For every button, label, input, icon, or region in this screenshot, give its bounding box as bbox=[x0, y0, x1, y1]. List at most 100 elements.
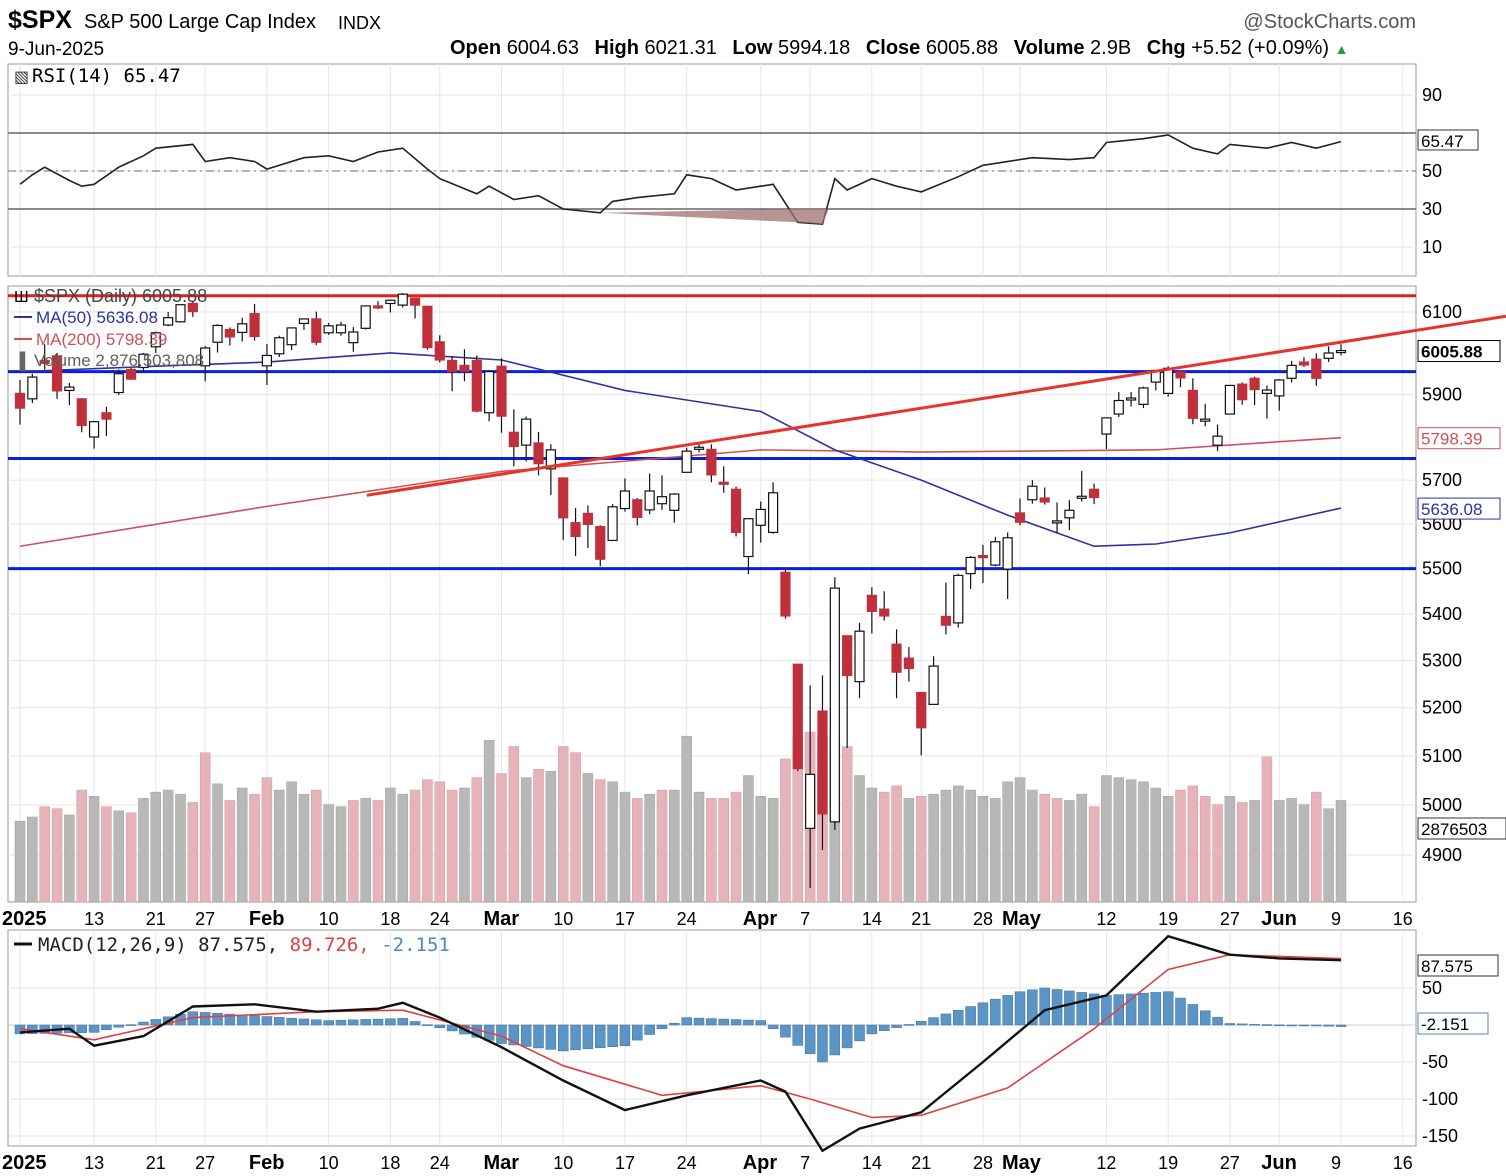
candle bbox=[1274, 379, 1285, 411]
volume-bar bbox=[718, 798, 729, 903]
quote-date: 9-Jun-2025 bbox=[8, 39, 105, 60]
price-x-tick-label: 27 bbox=[1220, 909, 1240, 929]
macd-x-tick-label: 14 bbox=[862, 1153, 882, 1173]
macd-histogram-bar bbox=[1224, 1023, 1236, 1026]
macd-histogram-bar bbox=[125, 1024, 137, 1026]
candle bbox=[175, 304, 186, 323]
candle-body bbox=[582, 512, 594, 526]
macd-histogram-bar bbox=[669, 1022, 680, 1026]
rsi-current-label: 65.47 bbox=[1421, 132, 1464, 151]
candle-body bbox=[866, 594, 877, 612]
candle bbox=[14, 379, 26, 425]
macd-x-tick-label: 28 bbox=[973, 1153, 993, 1173]
volume-bar bbox=[1088, 806, 1100, 903]
candle bbox=[286, 327, 297, 351]
brand-logo[interactable]: @StockCharts.com bbox=[1243, 11, 1416, 33]
candle bbox=[1200, 403, 1211, 427]
macd-histogram-bar bbox=[496, 1024, 507, 1044]
candle bbox=[570, 508, 581, 557]
macd-histogram-bar bbox=[335, 1019, 347, 1026]
volume-bar bbox=[1002, 781, 1013, 903]
macd-histogram-bar bbox=[755, 1020, 766, 1026]
macd-x-tick-label: May bbox=[1002, 1152, 1042, 1174]
macd-histogram-bar bbox=[1212, 1016, 1223, 1026]
macd-x-tick-label: 18 bbox=[380, 1153, 400, 1173]
trendline bbox=[366, 314, 1506, 497]
candle-body bbox=[335, 324, 347, 334]
volume-bar bbox=[582, 773, 594, 903]
volume-bar bbox=[1335, 800, 1347, 903]
candle bbox=[829, 577, 840, 830]
candle bbox=[1286, 360, 1297, 383]
candle bbox=[335, 321, 347, 336]
candle-body bbox=[101, 412, 112, 420]
volume-bar bbox=[915, 796, 927, 903]
candle-body bbox=[706, 448, 717, 476]
candle-body bbox=[1002, 537, 1013, 570]
candle-body bbox=[51, 355, 63, 392]
macd-x-tick-label: 9 bbox=[1331, 1153, 1341, 1173]
volume-bar bbox=[459, 787, 470, 903]
macd-histogram-bar bbox=[1298, 1024, 1310, 1027]
volume-bar bbox=[1249, 800, 1260, 903]
macd-histogram-bar bbox=[212, 1013, 223, 1026]
candle bbox=[1175, 371, 1186, 388]
candle bbox=[224, 327, 235, 346]
macd-histogram-bar bbox=[743, 1019, 754, 1026]
macd-histogram-bar bbox=[915, 1021, 927, 1026]
candle-body bbox=[817, 710, 828, 815]
volume-bar bbox=[249, 793, 260, 903]
candle-body bbox=[397, 293, 408, 306]
volume-legend: Volume 2,876,503,808 bbox=[34, 351, 204, 370]
candle bbox=[27, 373, 38, 404]
volume-bar bbox=[261, 777, 273, 903]
candle bbox=[953, 573, 964, 628]
candle-body bbox=[767, 492, 779, 534]
candle-body bbox=[1076, 495, 1087, 499]
candle bbox=[866, 587, 877, 634]
macd-histogram-bar bbox=[619, 1024, 631, 1046]
volume-bar bbox=[224, 800, 236, 903]
volume-bar bbox=[557, 746, 569, 903]
candle-body bbox=[385, 299, 396, 305]
macd-histogram-bar bbox=[878, 1024, 890, 1031]
candle-body bbox=[632, 499, 643, 518]
price-x-tick-label: 21 bbox=[911, 909, 931, 929]
price-label-ma50: 5636.08 bbox=[1421, 500, 1482, 519]
volume-bar bbox=[632, 798, 643, 903]
macd-histogram-bar bbox=[385, 1018, 396, 1026]
candle bbox=[88, 420, 100, 449]
macd-histogram-bar bbox=[1286, 1024, 1297, 1027]
candle bbox=[372, 301, 384, 310]
macd-panel-frame bbox=[7, 929, 1417, 1147]
candle bbox=[1224, 384, 1235, 415]
candle bbox=[1261, 385, 1273, 419]
candle bbox=[743, 518, 754, 575]
volume-bar bbox=[595, 779, 606, 903]
volume-bar bbox=[706, 798, 717, 903]
candle-body bbox=[1051, 520, 1063, 524]
candle-body bbox=[187, 302, 198, 313]
candle bbox=[1126, 392, 1137, 407]
candle bbox=[767, 482, 779, 534]
candle-body bbox=[718, 481, 729, 485]
candle-body bbox=[348, 331, 359, 344]
macd-histogram-bar bbox=[693, 1017, 705, 1026]
index-name: S&P 500 Large Cap Index bbox=[84, 11, 317, 33]
macd-histogram-bar bbox=[360, 1019, 371, 1026]
candle-body bbox=[1286, 364, 1297, 379]
candle-body bbox=[1249, 377, 1260, 391]
price-label-bold: 6005.88 bbox=[1421, 343, 1482, 362]
rsi-tick-label: 50 bbox=[1422, 161, 1442, 181]
candle-body bbox=[656, 496, 668, 505]
macd-histogram-bar bbox=[792, 1024, 804, 1046]
price-x-tick-label: 12 bbox=[1096, 909, 1116, 929]
volume-bar bbox=[51, 808, 63, 903]
candle bbox=[916, 691, 927, 756]
volume-bar bbox=[903, 798, 915, 903]
macd-x-tick-label: Mar bbox=[483, 1152, 519, 1174]
volume-bar bbox=[508, 746, 520, 903]
macd-histogram-bar bbox=[236, 1014, 248, 1026]
candle-body bbox=[743, 518, 754, 558]
volume-bar bbox=[39, 806, 50, 903]
